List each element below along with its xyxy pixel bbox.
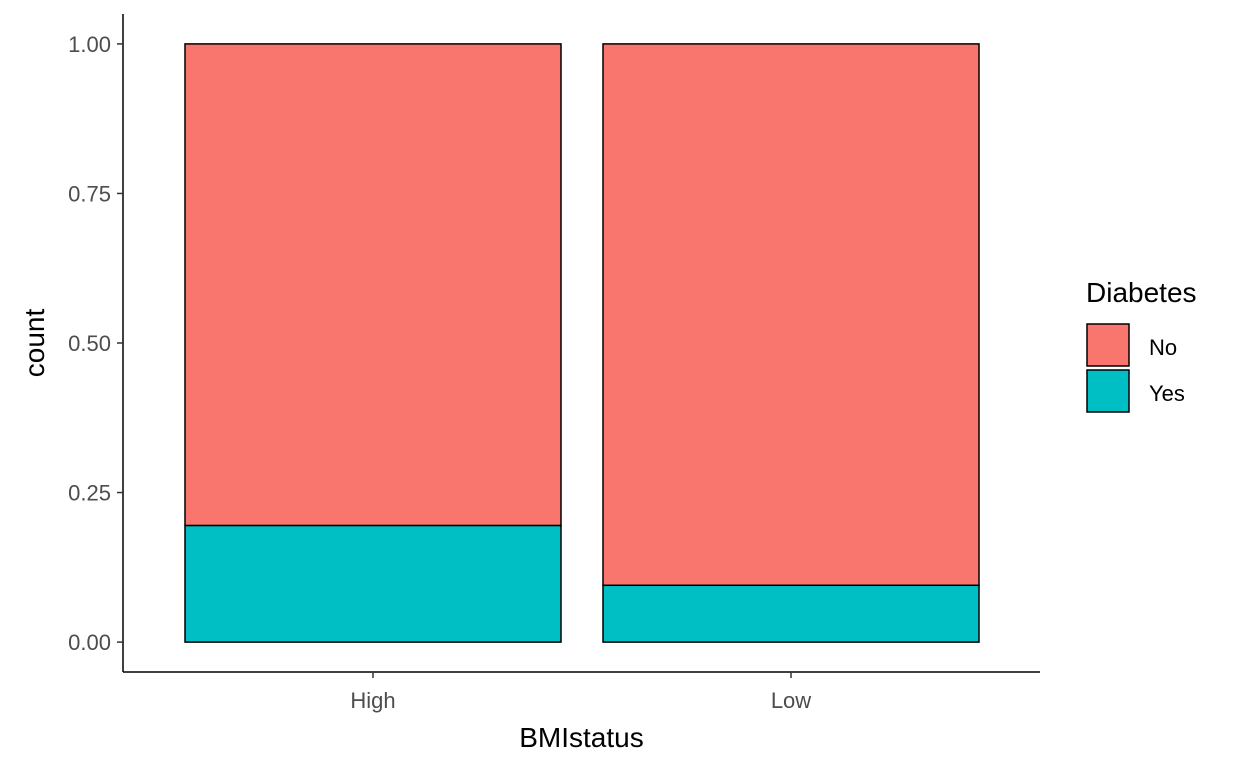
y-tick-label: 0.75 — [68, 181, 111, 206]
legend: Diabetes No Yes — [1086, 277, 1197, 413]
y-tick-label: 0.50 — [68, 331, 111, 356]
x-tick-label: High — [350, 688, 395, 713]
legend-title: Diabetes — [1086, 277, 1197, 308]
y-tick-label: 1.00 — [68, 32, 111, 57]
bar-high-no — [184, 43, 562, 527]
legend-key-yes — [1086, 369, 1130, 413]
legend-key-no — [1086, 323, 1130, 367]
x-tick-label: Low — [771, 688, 811, 713]
y-tick-label: 0.25 — [68, 481, 111, 506]
y-tick-label: 0.00 — [68, 630, 111, 655]
y-ticks: 0.00 0.25 0.50 0.75 1.00 — [68, 32, 123, 655]
bar-high-yes — [184, 524, 562, 643]
x-ticks: High Low — [350, 672, 811, 713]
x-axis-title: BMIstatus — [519, 722, 643, 753]
legend-label-no: No — [1149, 335, 1177, 360]
bars-group — [184, 43, 980, 643]
bar-low-yes — [602, 584, 980, 643]
bar-low-no — [602, 43, 980, 587]
y-axis-title: count — [19, 309, 50, 378]
legend-label-yes: Yes — [1149, 381, 1185, 406]
